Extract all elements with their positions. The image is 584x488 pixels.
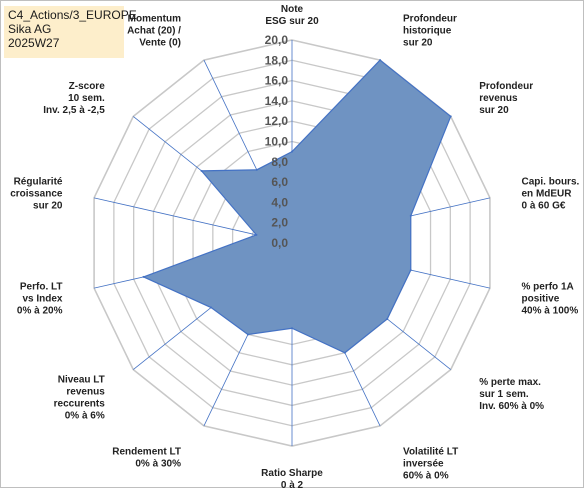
data-point xyxy=(142,275,145,278)
axis-label: Inv. 60% à 0% xyxy=(479,401,544,412)
axis-label: positive xyxy=(522,294,560,305)
axis-label: Profondeur xyxy=(479,81,533,92)
axis-label: Perfo. LT xyxy=(20,282,63,293)
data-point xyxy=(255,233,258,236)
axis-label: 0 à 2 xyxy=(281,480,304,488)
data-point xyxy=(449,115,452,118)
tick-label: 0,0 xyxy=(271,236,288,250)
company-name: Sika AG xyxy=(8,22,52,36)
data-point xyxy=(409,214,412,217)
data-point xyxy=(379,59,382,62)
axis-label: 0 à 60 G€ xyxy=(522,200,566,211)
axis-label: revenus xyxy=(479,93,518,104)
tick-label: 10,0 xyxy=(265,135,289,149)
data-point xyxy=(291,150,293,153)
axis-label: Z-score xyxy=(69,81,106,92)
data-point xyxy=(246,333,249,336)
tick-label: 8,0 xyxy=(271,155,288,169)
axis-label: sur 20 xyxy=(33,200,63,211)
axis-label: reccurents xyxy=(54,399,106,410)
axis-label: 0% à 30% xyxy=(135,458,181,469)
axis-label: Ratio Sharpe xyxy=(261,468,323,479)
axis-label: Niveau LT xyxy=(58,375,105,386)
axis-label: vs Index xyxy=(22,294,62,305)
tick-label: 6,0 xyxy=(271,175,288,189)
axis-label: Momentum xyxy=(128,14,181,25)
data-point xyxy=(291,327,293,330)
tick-label: 2,0 xyxy=(271,216,288,230)
tick-labels: 0,0 2,0 4,0 6,0 8,0 10,0 12,0 14,0 16,0 18,0 20,0 xyxy=(265,33,289,250)
data-point xyxy=(409,269,412,272)
axis-label: Note xyxy=(281,4,304,15)
tick-label: 20,0 xyxy=(265,33,289,47)
axis-label: croissance xyxy=(10,188,63,199)
axis-label: Achat (20) / xyxy=(127,26,181,37)
tick-label: 18,0 xyxy=(265,53,289,67)
axis-label: historique xyxy=(403,26,452,37)
axis-label: % perfo 1A xyxy=(522,282,574,293)
axis-label: en MdEUR xyxy=(522,188,573,199)
axis-label: % perte max. xyxy=(479,377,541,388)
data-point xyxy=(386,317,389,320)
tick-label: 14,0 xyxy=(265,94,289,108)
period-label: 2025W27 xyxy=(8,36,60,50)
axis-label: 60% à 0% xyxy=(403,470,449,481)
axis-label: sur 20 xyxy=(479,105,509,116)
axis-label: inversée xyxy=(403,458,444,469)
portfolio-name: C4_Actions/3_EUROPE xyxy=(8,8,137,22)
axis-label: Vente (0) xyxy=(139,38,181,49)
axis-label: 0% à 6% xyxy=(65,411,105,422)
axis-label: Inv. 2,5 à -2,5 xyxy=(43,105,105,116)
axis-label: Profondeur xyxy=(403,14,457,25)
data-point xyxy=(200,169,203,172)
axis-label: sur 1 sem. xyxy=(479,389,529,400)
data-point xyxy=(210,306,213,309)
data-point xyxy=(255,168,258,171)
tick-label: 4,0 xyxy=(271,195,288,209)
axis-label: 40% à 100% xyxy=(522,306,579,317)
info-box: C4_Actions/3_EUROPE Sika AG 2025W27 xyxy=(4,6,137,58)
axis-label: Régularité xyxy=(14,176,63,187)
tick-label: 12,0 xyxy=(265,114,289,128)
axis-label: Volatilité LT xyxy=(403,446,458,457)
axis-label: sur 20 xyxy=(403,38,433,49)
axis-label: 10 sem. xyxy=(68,93,105,104)
data-point xyxy=(343,351,346,354)
series-area xyxy=(141,59,452,354)
tick-label: 16,0 xyxy=(265,74,289,88)
axis-label: ESG sur 20 xyxy=(265,16,319,27)
axis-label: 0% à 20% xyxy=(17,306,63,317)
axis-label: revenus xyxy=(66,387,105,398)
axis-label: Capi. bours. xyxy=(522,176,580,187)
series-layer xyxy=(141,59,452,354)
axis-label: Rendement LT xyxy=(112,446,181,457)
